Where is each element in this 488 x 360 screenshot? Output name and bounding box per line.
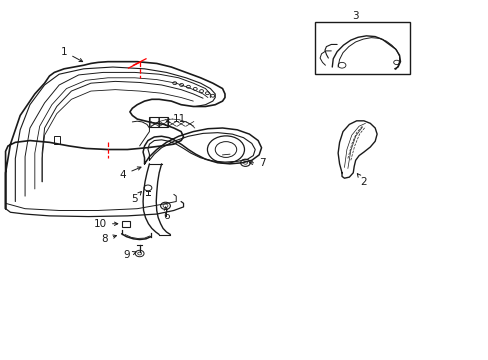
Text: 5: 5: [131, 192, 141, 204]
Bar: [150, 117, 158, 127]
Text: 2: 2: [357, 174, 366, 187]
Text: 7: 7: [249, 158, 265, 168]
Bar: [54, 136, 60, 144]
Bar: [122, 221, 130, 226]
Text: 6: 6: [163, 207, 169, 221]
Text: 8: 8: [101, 234, 116, 244]
Text: 10: 10: [94, 219, 118, 229]
Text: 9: 9: [123, 250, 136, 260]
Text: 4: 4: [120, 167, 141, 180]
Bar: [315, 22, 409, 74]
Bar: [159, 117, 166, 127]
Bar: [149, 117, 167, 127]
Text: 3: 3: [352, 11, 358, 21]
Text: 11: 11: [166, 114, 185, 124]
Text: 1: 1: [61, 46, 82, 62]
